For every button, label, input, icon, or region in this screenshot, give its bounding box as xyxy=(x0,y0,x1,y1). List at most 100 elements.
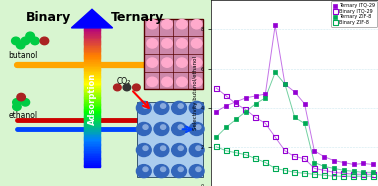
Text: Binary: Binary xyxy=(26,11,71,24)
Bar xyxy=(84,69,100,71)
Ternary ITQ-29 xyxy=(341,161,347,164)
Bar xyxy=(84,120,100,122)
Bar xyxy=(84,83,100,85)
Binary ZIF-8 xyxy=(272,167,278,170)
Bar xyxy=(84,118,100,120)
Binary ITQ-29 xyxy=(253,116,259,119)
Circle shape xyxy=(189,165,204,178)
Circle shape xyxy=(147,39,158,48)
Ternary ITQ-29 xyxy=(292,91,298,94)
Bar xyxy=(84,68,100,70)
Ternary ZIF-8 xyxy=(302,122,308,125)
Bar xyxy=(84,47,100,49)
FancyBboxPatch shape xyxy=(138,102,203,177)
Circle shape xyxy=(13,99,21,106)
Bar xyxy=(84,99,100,101)
Binary ZIF-8 xyxy=(302,172,308,175)
Circle shape xyxy=(189,144,204,157)
Y-axis label: Selectivity butanol/ethanol: Selectivity butanol/ethanol xyxy=(193,56,198,130)
Circle shape xyxy=(172,122,186,135)
Bar xyxy=(84,134,100,136)
Circle shape xyxy=(191,39,202,48)
Bar xyxy=(84,151,100,153)
Circle shape xyxy=(196,104,201,108)
Ternary ZIF-8 xyxy=(321,165,327,168)
Bar xyxy=(84,150,100,152)
Bar xyxy=(84,71,100,73)
Binary ITQ-29 xyxy=(360,173,366,176)
Bar xyxy=(84,66,100,68)
Binary ZIF-8 xyxy=(213,145,219,148)
Ternary ZIF-8 xyxy=(272,71,278,74)
Bar xyxy=(84,148,100,150)
Circle shape xyxy=(177,77,187,86)
Binary ZIF-8 xyxy=(321,174,327,177)
Bar xyxy=(84,116,100,119)
Binary ITQ-29 xyxy=(331,171,337,174)
Circle shape xyxy=(136,165,151,178)
Bar xyxy=(84,94,100,96)
Binary ITQ-29 xyxy=(350,173,356,176)
Ternary ZIF-8 xyxy=(350,170,356,173)
Bar xyxy=(84,97,100,99)
Ternary ITQ-29 xyxy=(321,155,327,158)
Bar xyxy=(84,29,100,31)
Binary ITQ-29 xyxy=(213,87,219,90)
Circle shape xyxy=(143,146,148,150)
Circle shape xyxy=(17,93,25,101)
Binary ZIF-8 xyxy=(233,151,239,154)
Ternary ITQ-29 xyxy=(213,110,219,113)
Bar xyxy=(84,163,100,166)
Bar xyxy=(84,102,100,105)
Bar xyxy=(84,115,100,117)
Bar xyxy=(84,124,100,126)
Bar xyxy=(84,73,100,75)
Bar xyxy=(84,157,100,159)
Circle shape xyxy=(196,125,201,129)
Binary ZIF-8 xyxy=(292,171,298,174)
Bar xyxy=(84,129,100,131)
Bar xyxy=(84,104,100,106)
Bar xyxy=(84,62,100,65)
Bar xyxy=(84,130,100,132)
Ternary ITQ-29 xyxy=(331,159,337,162)
Binary ITQ-29 xyxy=(282,149,288,152)
Circle shape xyxy=(16,41,25,49)
Bar xyxy=(84,80,100,82)
Bar xyxy=(84,125,100,127)
Circle shape xyxy=(162,77,172,86)
Bar xyxy=(84,38,100,40)
Bar xyxy=(84,48,100,51)
Circle shape xyxy=(147,77,158,86)
Text: butanol: butanol xyxy=(8,51,38,60)
Bar xyxy=(84,101,100,103)
Binary ITQ-29 xyxy=(233,102,239,105)
Bar xyxy=(84,43,100,45)
Bar xyxy=(84,165,100,167)
Bar xyxy=(84,160,100,162)
Bar xyxy=(84,110,100,112)
Bar xyxy=(84,82,100,84)
Ternary ITQ-29 xyxy=(233,100,239,103)
Ternary ZIF-8 xyxy=(292,116,298,119)
Circle shape xyxy=(12,37,20,45)
Ternary ITQ-29 xyxy=(243,96,249,99)
Bar xyxy=(84,146,100,148)
Text: Ternary: Ternary xyxy=(111,11,164,24)
Polygon shape xyxy=(71,9,113,28)
Bar xyxy=(84,33,100,35)
Circle shape xyxy=(191,58,202,67)
Circle shape xyxy=(178,125,183,129)
Bar xyxy=(84,31,100,33)
Ternary ZIF-8 xyxy=(331,167,337,170)
Bar xyxy=(84,45,100,47)
Circle shape xyxy=(162,20,172,29)
Bar xyxy=(84,61,100,63)
Circle shape xyxy=(113,84,121,91)
Bar xyxy=(84,143,100,145)
Bar xyxy=(84,144,100,147)
Circle shape xyxy=(26,32,34,40)
Circle shape xyxy=(154,101,169,114)
FancyBboxPatch shape xyxy=(144,19,203,89)
Bar xyxy=(84,50,100,52)
